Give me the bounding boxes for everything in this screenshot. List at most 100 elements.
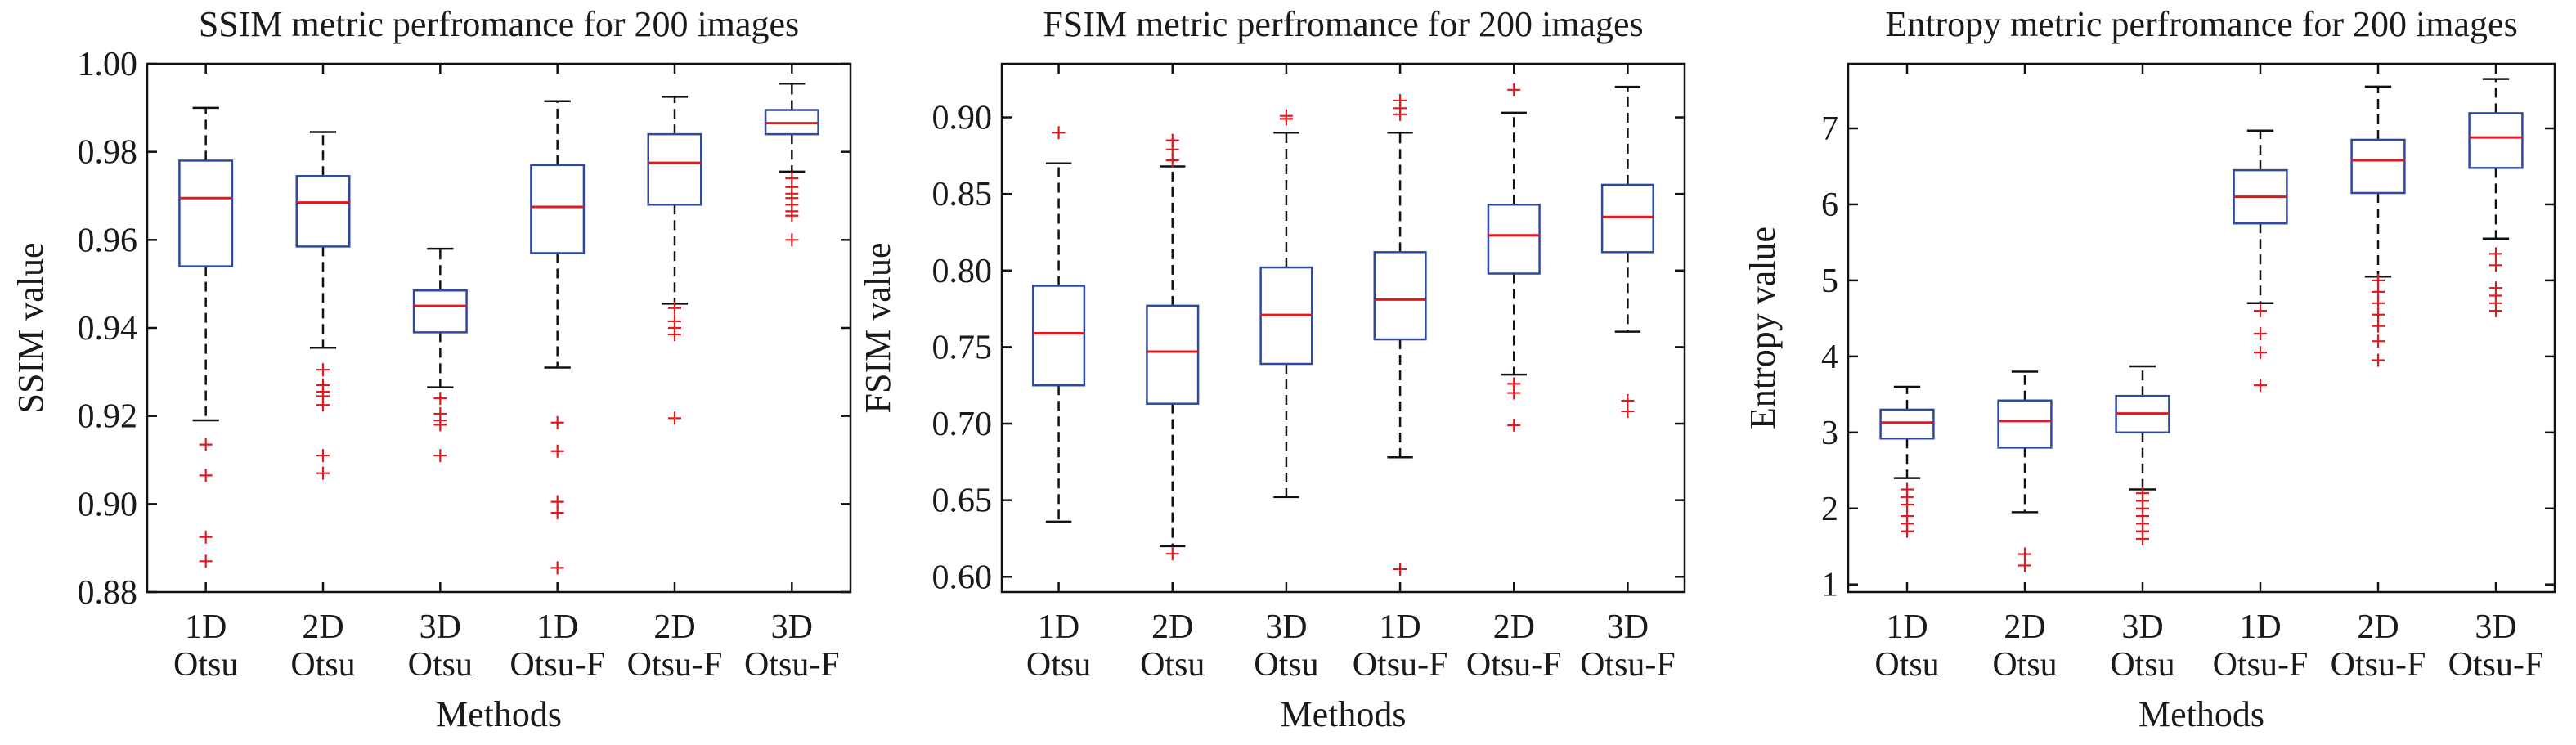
x-tick-label: 3D [420, 608, 461, 646]
chart-panel-1: SSIM metric perfromance for 200 images 0.… [11, 4, 852, 734]
outlier-point [2489, 258, 2502, 272]
outlier-point [1052, 126, 1066, 140]
outlier-point [550, 444, 564, 458]
chart-title: FSIM metric perfromance for 200 images [1043, 4, 1643, 44]
chart-title: SSIM metric perfromance for 200 images [199, 4, 799, 44]
outlier-point [1279, 112, 1293, 126]
outlier-point [668, 301, 681, 315]
outlier-point [199, 438, 213, 451]
outlier-point [316, 363, 330, 377]
x-tick-label: Otsu [290, 646, 355, 684]
box-iqr [295, 175, 351, 248]
x-tick-label: 1D [1379, 608, 1420, 646]
y-tick-label: 0.65 [932, 482, 993, 520]
outlier-point [785, 233, 799, 247]
outlier-point [316, 398, 330, 412]
y-tick-label: 0.98 [78, 134, 138, 172]
box-iqr [1487, 204, 1541, 275]
box-iqr [530, 164, 586, 254]
y-tick-label: 5 [1821, 263, 1838, 300]
x-tick-label: 1D [536, 608, 578, 646]
outlier-point [1165, 153, 1179, 167]
outlier-point [2254, 346, 2267, 360]
outlier-point [2254, 379, 2267, 393]
x-tick-label: Otsu-F [2331, 646, 2426, 684]
x-tick-label: Otsu-F [627, 646, 723, 684]
x-tick-label: 3D [1607, 608, 1649, 646]
y-tick-label: 0.60 [932, 559, 993, 596]
outlier-point [199, 554, 213, 568]
outlier-point [433, 392, 447, 406]
x-tick-label: Otsu [408, 646, 473, 684]
y-tick-label: 0.90 [932, 100, 993, 137]
outlier-point [433, 449, 447, 463]
plot-frame [1847, 62, 2556, 594]
outlier-point [785, 209, 799, 222]
x-axis-label: Methods [2138, 694, 2264, 734]
box-iqr [1600, 183, 1654, 254]
outlier-point [550, 561, 564, 575]
y-tick-label: 0.92 [78, 398, 138, 436]
outlier-point [2489, 304, 2502, 318]
x-tick-label: Otsu [1140, 646, 1205, 684]
chart-panel-3: Entropy metric perfromance for 200 image… [1743, 4, 2556, 734]
outlier-point [316, 466, 330, 480]
outlier-point [2254, 326, 2267, 340]
outlier-point [1165, 547, 1179, 561]
box-iqr [647, 132, 702, 206]
x-tick-label: 3D [1265, 608, 1307, 646]
outlier-point [2372, 334, 2385, 348]
y-tick-label: 3 [1821, 415, 1838, 452]
box-iqr [2350, 138, 2406, 195]
box-iqr [1879, 408, 1935, 440]
box-iqr [1146, 304, 1200, 405]
x-axis-label: Methods [436, 694, 562, 734]
x-tick-label: 2D [2004, 608, 2045, 646]
box-iqr [178, 159, 234, 267]
outlier-point [2372, 353, 2385, 367]
y-tick-label: 0.88 [78, 574, 138, 612]
y-tick-label: 6 [1821, 186, 1838, 224]
x-tick-label: Otsu-F [744, 646, 840, 684]
outlier-point [2136, 532, 2149, 545]
x-axis-label: Methods [1281, 694, 1407, 734]
x-tick-label: Otsu-F [2448, 646, 2544, 684]
x-tick-label: 3D [2475, 608, 2516, 646]
y-tick-label: 1 [1821, 567, 1838, 604]
x-tick-label: Otsu [2110, 646, 2174, 684]
x-tick-label: Otsu [173, 646, 238, 684]
y-tick-label: 0.85 [932, 176, 993, 213]
outlier-point [550, 506, 564, 520]
outlier-point [2018, 547, 2031, 561]
x-tick-label: 1D [1038, 608, 1079, 646]
x-tick-label: 2D [302, 608, 343, 646]
outlier-point [1393, 562, 1407, 576]
box-iqr [1997, 399, 2053, 449]
x-tick-label: 2D [1151, 608, 1193, 646]
outlier-point [433, 418, 447, 432]
x-tick-label: 2D [653, 608, 695, 646]
x-tick-label: 2D [1493, 608, 1535, 646]
outlier-point [316, 449, 330, 463]
y-axis-label: SSIM value [11, 243, 51, 414]
outlier-point [668, 328, 681, 342]
box-iqr [1032, 285, 1086, 387]
x-tick-label: Otsu [1874, 646, 1939, 684]
x-tick-label: 3D [2121, 608, 2163, 646]
y-tick-label: 0.90 [78, 486, 138, 523]
outlier-point [2372, 319, 2385, 333]
y-axis-label: FSIM value [858, 243, 898, 414]
box-iqr [1373, 251, 1427, 341]
x-tick-label: 3D [771, 608, 813, 646]
y-axis-label: Entropy value [1743, 227, 1783, 429]
